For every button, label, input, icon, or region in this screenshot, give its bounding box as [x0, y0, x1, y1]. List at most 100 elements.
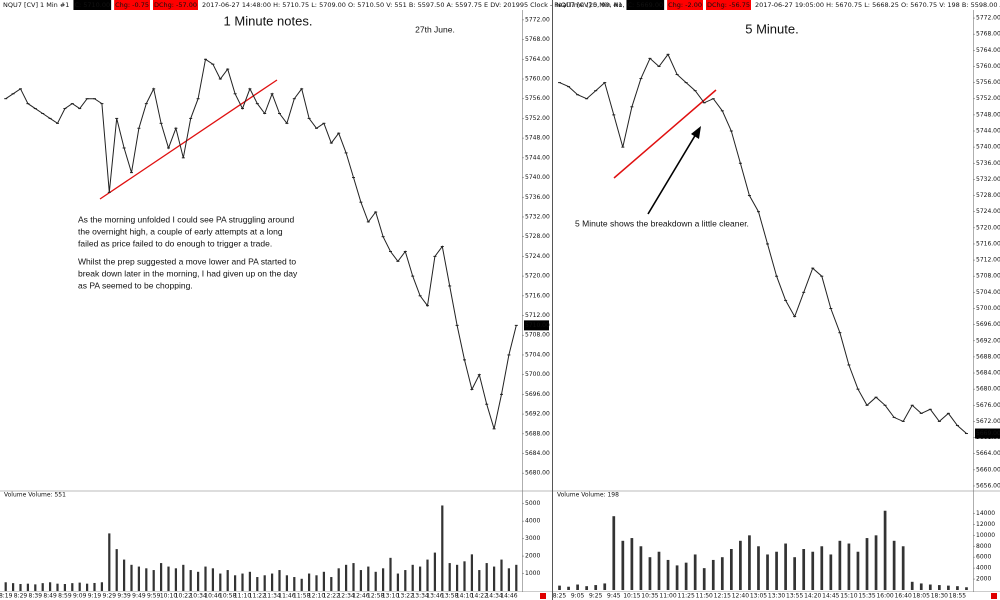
- volume-bar: [766, 554, 769, 590]
- y-tick-label: 5680.00: [976, 386, 1000, 393]
- volume-bar: [757, 546, 760, 590]
- x-tick-label: 12:46: [352, 593, 369, 600]
- x-tick-label: 13:10: [382, 593, 399, 600]
- y-tick-label: 5724.00: [976, 208, 1000, 215]
- y-tick-label: 5756.00: [976, 79, 1000, 86]
- volume-bar: [829, 554, 833, 590]
- note-text: as PA seemed to be chopping.: [78, 280, 193, 290]
- volume-bar: [182, 564, 185, 591]
- volume-bar: [720, 557, 724, 590]
- volume-bar: [838, 540, 842, 590]
- y-tick-label: 5676.00: [976, 402, 1000, 409]
- volume-bar: [41, 583, 44, 591]
- y-tick-label: 5744.00: [525, 154, 550, 161]
- note-text: break down later in the morning, I had g…: [78, 268, 298, 278]
- volume-bar: [865, 538, 869, 590]
- header-text: Chg: -2.00: [668, 1, 702, 9]
- volume-bar: [19, 584, 22, 591]
- y-tick-label: 5656.00: [976, 482, 1000, 489]
- volume-bar: [404, 570, 407, 591]
- volume-bar: [34, 584, 37, 591]
- x-tick-label: 9:05: [571, 593, 585, 600]
- header-text: C: 5710.00: [74, 1, 110, 9]
- x-tick-label: 9:45: [607, 593, 621, 600]
- volume-bar: [381, 568, 385, 591]
- y-tick-label: 5760.00: [525, 75, 550, 82]
- y-tick-label: 5712.00: [525, 312, 550, 319]
- volume-bar: [648, 557, 652, 590]
- x-tick-label: 11:00: [659, 593, 676, 600]
- header-highlight: [114, 0, 150, 10]
- volume-bar: [48, 582, 52, 591]
- price-line: [5, 58, 517, 430]
- volume-bar: [441, 505, 444, 591]
- y-tick-label: 5764.00: [976, 47, 1000, 54]
- volume-bar: [947, 585, 950, 590]
- volume-bar: [847, 543, 851, 590]
- volume-bar: [448, 563, 451, 591]
- volume-bar: [874, 535, 878, 590]
- volume-bar: [585, 586, 589, 590]
- x-tick-label: 9:59: [147, 593, 161, 600]
- header-text: NQU7 [CV] 1 Min #1: [3, 1, 69, 9]
- volume-label: Volume Volume: 551: [4, 492, 66, 499]
- y-tick-label: 5720.00: [976, 224, 1000, 231]
- volume-bar: [811, 551, 815, 590]
- y-tick-label: 5752.00: [525, 115, 550, 122]
- volume-bar: [152, 570, 155, 591]
- price-line: [559, 53, 967, 434]
- note-text: As the morning unfolded I could see PA s…: [78, 214, 295, 224]
- y-tick-label: 5708.00: [976, 273, 1000, 280]
- x-tick-label: 11:46: [278, 593, 295, 600]
- x-tick-label: 9:25: [589, 593, 603, 600]
- note-text: the overnight high, a couple of early at…: [78, 226, 283, 236]
- volume-bar: [492, 566, 496, 591]
- volume-bar: [684, 562, 688, 590]
- x-tick-label: 13:22: [397, 593, 414, 600]
- volume-bar: [576, 584, 579, 590]
- y-tick-label: 5728.00: [976, 192, 1000, 199]
- volume-bar: [322, 571, 326, 591]
- y-tick-label: 5768.00: [976, 31, 1000, 38]
- x-tick-label: 9:39: [117, 593, 131, 600]
- volume-bar: [567, 586, 570, 590]
- volume-bar: [802, 549, 806, 590]
- last-value-box: [975, 428, 1000, 439]
- y-tick-label: 5696.00: [976, 321, 1000, 328]
- y-tick-label: 2000: [525, 553, 540, 560]
- y-tick-label: 5684.00: [525, 450, 550, 457]
- note-text: Whilst the prep suggested a move lower a…: [78, 256, 296, 266]
- trend-line: [99, 79, 278, 200]
- x-tick-label: 10:22: [175, 593, 192, 600]
- volume-bar: [248, 571, 252, 591]
- x-tick-label: 15:35: [858, 593, 875, 600]
- y-tick-label: 5704.00: [976, 289, 1000, 296]
- header-text: 2017-06-27 19:05:00 H: 5670.75 L: 5668.2…: [755, 1, 1000, 9]
- x-tick-label: 13:34: [411, 593, 428, 600]
- volume-bar: [63, 584, 67, 591]
- volume-bar: [256, 577, 259, 591]
- header-text: NQU7 [CV] 5 Min #1: [556, 1, 622, 9]
- header-text: DChg: -57.00: [154, 1, 197, 9]
- x-tick-label: 10:35: [641, 593, 658, 600]
- volume-bar: [71, 583, 74, 591]
- date-note: 27th June.: [415, 24, 455, 34]
- volume-bar: [374, 571, 377, 591]
- volume-bar: [330, 577, 333, 591]
- volume-bar: [396, 573, 400, 591]
- y-tick-label: 5716.00: [525, 292, 550, 299]
- x-tick-label: 13:30: [768, 593, 785, 600]
- x-tick-label: 12:34: [337, 593, 354, 600]
- volume-bar: [470, 554, 474, 591]
- y-tick-label: 5684.00: [976, 370, 1000, 377]
- y-tick-label: 5692.00: [525, 411, 550, 418]
- y-tick-label: 5720.00: [525, 273, 550, 280]
- volume-bar: [478, 570, 481, 591]
- x-tick-label: 13:05: [750, 593, 767, 600]
- x-tick-label: 8:59: [58, 593, 72, 600]
- x-tick-label: 15:10: [840, 593, 857, 600]
- volume-bar: [500, 559, 503, 591]
- y-tick-label: 5744.00: [976, 128, 1000, 135]
- volume-bar: [892, 540, 896, 590]
- x-tick-label: 9:09: [73, 593, 87, 600]
